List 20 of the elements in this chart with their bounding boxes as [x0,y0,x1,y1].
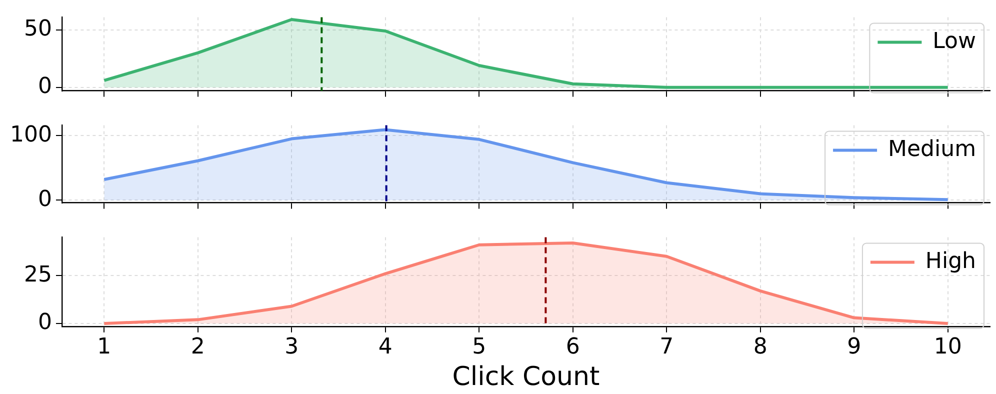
x-tick-label: 9 [847,334,862,360]
legend-label: Medium [888,136,976,162]
legend-label: High [925,248,976,274]
x-axis-title: Click Count [452,362,600,392]
x-tick-label: 6 [566,334,580,360]
legend-label: Low [932,28,976,54]
x-tick-label: 10 [934,334,962,360]
x-tick-label: 3 [284,334,299,360]
x-tick-label: 5 [472,334,486,360]
x-tick-label: 7 [660,334,674,360]
x-tick-label: 1 [97,334,112,360]
y-tick-label: 0 [38,74,52,100]
y-tick-label: 0 [38,186,52,212]
y-tick-label: 25 [24,262,52,288]
x-tick-label: 8 [753,334,768,360]
y-tick-label: 0 [38,310,52,336]
x-tick-label: 4 [378,334,392,360]
y-tick-label: 50 [24,16,52,42]
x-tick-label: 2 [190,334,205,360]
y-tick-label: 100 [10,122,52,148]
